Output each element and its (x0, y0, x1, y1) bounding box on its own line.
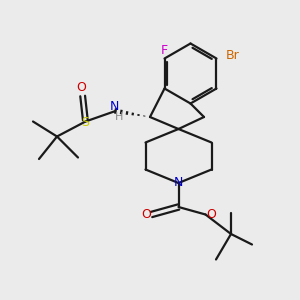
Text: F: F (160, 44, 167, 57)
Text: O: O (141, 208, 151, 221)
Text: N: N (110, 100, 120, 113)
Text: N: N (174, 176, 183, 189)
Text: Br: Br (226, 49, 240, 62)
Text: O: O (206, 208, 216, 221)
Text: H: H (115, 112, 123, 122)
Text: S: S (82, 116, 89, 129)
Text: O: O (76, 81, 86, 94)
